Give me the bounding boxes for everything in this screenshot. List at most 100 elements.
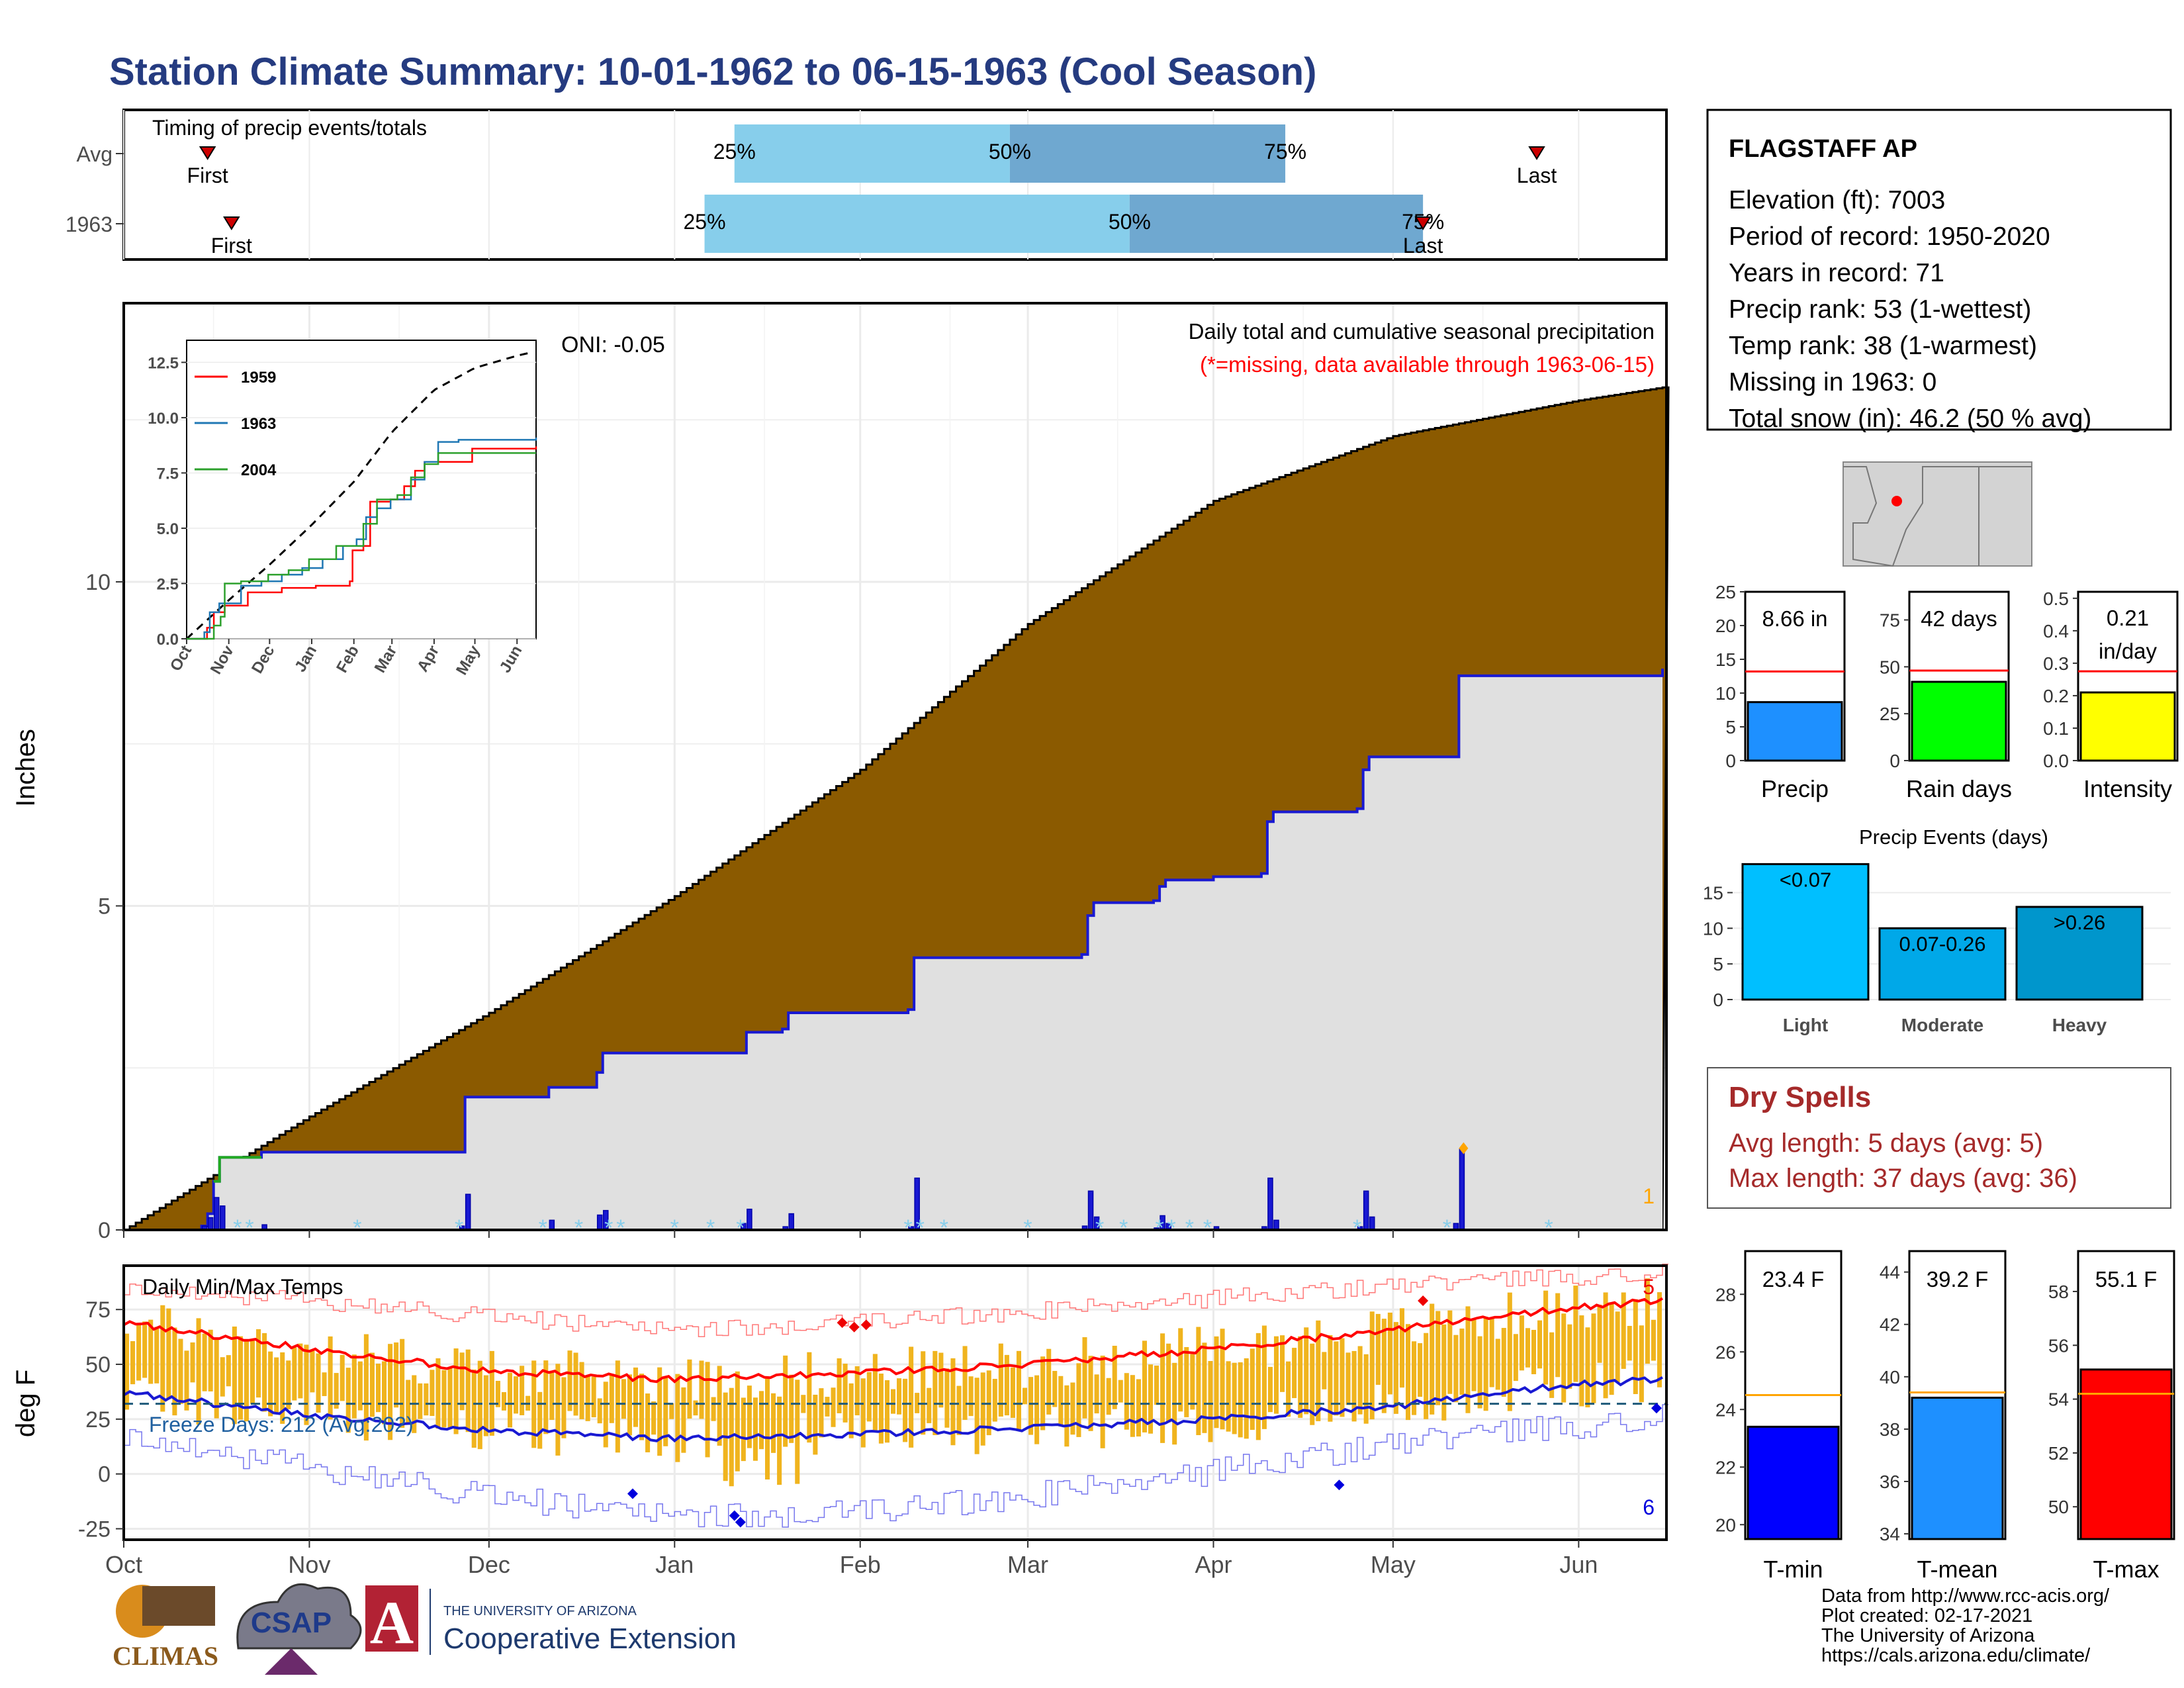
- daily-temp-bar: [1034, 1375, 1040, 1444]
- daily-temp-bar: [777, 1396, 782, 1485]
- daily-temp-bar: [645, 1393, 651, 1452]
- daily-temp-bar: [244, 1340, 249, 1422]
- daily-temp-bar: [1639, 1325, 1644, 1403]
- daily-temp-bar: [609, 1374, 614, 1423]
- snow-marker: *: [736, 1215, 745, 1241]
- daily-temp-bar: [483, 1375, 488, 1436]
- daily-temp-bar: [196, 1318, 201, 1425]
- mini-ytick-label: 0.3: [2043, 653, 2069, 674]
- daily-temp-bar: [1070, 1382, 1075, 1435]
- mini-bar: [1747, 701, 1843, 762]
- daily-temp-bar: [1088, 1356, 1093, 1431]
- daily-temp-bar: [184, 1350, 189, 1411]
- temp-box-ytick-label: 22: [1715, 1457, 1736, 1477]
- inset-ytick-label: 0.0: [157, 631, 179, 649]
- mini-ytick-label: 0: [1889, 751, 1900, 771]
- daily-temp-bar: [639, 1374, 645, 1440]
- temp-box-ytick-label: 54: [2048, 1389, 2069, 1410]
- daily-precip-bar: [1459, 1148, 1465, 1231]
- daily-temp-bar: [1471, 1318, 1477, 1391]
- daily-temp-bar: [1052, 1370, 1058, 1407]
- daily-temp-bar: [1016, 1350, 1022, 1431]
- daily-temp-bar: [1328, 1335, 1333, 1422]
- record-min-line: [124, 1404, 1669, 1528]
- climas-logo-block: [142, 1586, 215, 1626]
- timing-quartile-label: 75%: [1264, 140, 1306, 164]
- daily-temp-bar: [807, 1352, 812, 1443]
- daily-temp-bar: [154, 1327, 159, 1383]
- daily-temp-bar: [933, 1350, 938, 1436]
- events-bar: [1741, 863, 1870, 1001]
- ua-logo-block: [365, 1585, 418, 1652]
- daily-temp-bar: [382, 1361, 387, 1425]
- daily-temp-bar: [1166, 1343, 1171, 1423]
- daily-temp-bar: [424, 1383, 429, 1416]
- daily-temp-bar: [687, 1359, 692, 1419]
- daily-temp-bar: [1633, 1299, 1638, 1395]
- mini-ytick-label: 75: [1880, 610, 1900, 631]
- daily-temp-bar: [226, 1355, 231, 1387]
- daily-temp-bar: [1232, 1362, 1237, 1434]
- dry-spells-title: Dry Spells: [1729, 1081, 1871, 1113]
- mini-bar: [1911, 680, 2007, 762]
- daily-temp-bar: [459, 1352, 465, 1411]
- daily-temp-bar: [651, 1401, 657, 1435]
- locator-map: [1843, 461, 2032, 567]
- record-low-marker: [1334, 1479, 1345, 1491]
- daily-temp-bar: [1549, 1332, 1555, 1398]
- daily-temp-bar: [136, 1323, 142, 1381]
- daily-temp-bar: [1483, 1317, 1488, 1411]
- inset-ytick-label: 12.5: [148, 354, 179, 372]
- events-bar-label: <0.07: [1780, 868, 1831, 891]
- mini-ytick-label: 0.2: [2043, 686, 2069, 706]
- daily-temp-bar: [435, 1358, 441, 1429]
- temp-box-ytick-label: 24: [1715, 1399, 1736, 1420]
- last-label: Last: [1517, 164, 1557, 187]
- daily-temp-bar: [842, 1364, 848, 1423]
- record-low-marker: [627, 1488, 638, 1499]
- daily-temp-bar: [1435, 1311, 1441, 1405]
- station-info-line: Temp rank: 38 (1-warmest): [1729, 332, 2037, 360]
- daily-temp-bar: [298, 1343, 303, 1399]
- daily-temp-bar: [1501, 1328, 1506, 1397]
- csap-logo-text: CSAP: [251, 1607, 332, 1639]
- daily-precip-bar: [1273, 1219, 1279, 1231]
- snow-marker: *: [1544, 1215, 1553, 1241]
- first-label: First: [187, 164, 228, 187]
- daily-temp-bar: [345, 1368, 351, 1433]
- daily-temp-bar: [1412, 1341, 1417, 1415]
- temp-box-ytick-label: 40: [1880, 1367, 1900, 1387]
- daily-temp-bar: [657, 1367, 662, 1456]
- state-borders: [1843, 466, 2032, 567]
- daily-temp-bar: [1178, 1328, 1183, 1412]
- missing-note: (*=missing, data available through 1963-…: [1200, 352, 1655, 377]
- daily-temp-bar: [1028, 1377, 1034, 1435]
- daily-temp-bar: [1142, 1340, 1147, 1432]
- snow-marker: *: [1167, 1215, 1176, 1241]
- daily-temp-bar: [1430, 1303, 1435, 1415]
- daily-temp-bar: [280, 1352, 285, 1424]
- daily-temp-bar: [1495, 1338, 1500, 1390]
- daily-temp-bar: [1250, 1348, 1255, 1430]
- mini-value: 8.66 in: [1762, 606, 1827, 631]
- timing-quartile-label: 50%: [989, 140, 1031, 164]
- daily-temp-bar: [860, 1378, 866, 1448]
- daily-temp-bar: [699, 1360, 704, 1419]
- temp-box-ytick-label: 56: [2048, 1335, 2069, 1356]
- mini-ytick-label: 25: [1715, 582, 1736, 602]
- daily-temp-bar: [130, 1341, 136, 1385]
- daily-temp-bar: [357, 1361, 363, 1411]
- daily-temp-bar: [1591, 1313, 1596, 1403]
- daily-temp-bar: [406, 1380, 411, 1423]
- temp-box-ytick-label: 34: [1880, 1524, 1900, 1544]
- daily-temp-bar: [909, 1346, 914, 1448]
- inset-legend-label: 1963: [241, 415, 276, 433]
- daily-temp-bar: [1561, 1313, 1567, 1403]
- daily-temp-bar: [837, 1358, 842, 1413]
- daily-temp-bar: [1112, 1346, 1117, 1409]
- daily-temp-bar: [531, 1360, 537, 1448]
- daily-temp-bar: [944, 1368, 950, 1428]
- daily-temp-bar: [1393, 1322, 1398, 1414]
- events-category: Heavy: [2052, 1015, 2107, 1035]
- temp-box-value: 39.2 F: [1927, 1267, 1989, 1291]
